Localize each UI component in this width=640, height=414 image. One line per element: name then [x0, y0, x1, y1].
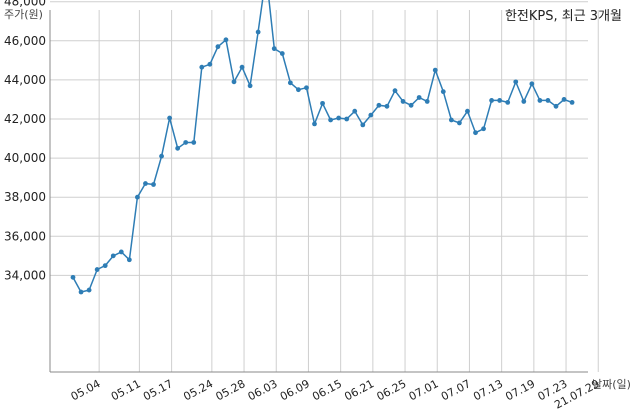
x-tick-label: 06.15: [310, 377, 344, 403]
data-point: [118, 249, 124, 255]
data-point: [384, 103, 390, 109]
chart-title: 한전KPS, 최근 3개월: [505, 9, 622, 24]
data-point: [432, 67, 438, 73]
data-point: [416, 95, 422, 100]
data-point: [448, 117, 454, 123]
data-point: [231, 79, 237, 85]
data-point: [126, 257, 132, 263]
data-point: [368, 112, 374, 118]
data-point: [223, 37, 229, 43]
x-tick-label: 05.24: [181, 377, 215, 403]
data-point: [376, 102, 382, 108]
y-tick-label: 42,000: [4, 112, 46, 126]
data-point: [569, 99, 575, 105]
data-point: [424, 99, 430, 104]
y-tick-label: 34,000: [4, 268, 46, 282]
data-point: [344, 116, 350, 122]
data-point: [143, 181, 148, 186]
y-tick-label: 38,000: [4, 190, 46, 204]
x-tick-label: 06.03: [246, 377, 280, 403]
data-point: [279, 51, 285, 56]
x-axis-label: 날짜(일): [592, 377, 631, 391]
x-tick-label: 06.25: [375, 377, 409, 403]
data-point: [159, 153, 164, 159]
data-point: [553, 103, 559, 109]
y-tick-label: 46,000: [4, 34, 46, 48]
data-point: [513, 79, 519, 85]
data-point: [207, 61, 213, 67]
data-point: [537, 98, 543, 103]
data-point: [521, 99, 527, 104]
y-axis-ticks: 34,000 36,000 38,000 40,000 42,000 44,000 46,0…: [4, 0, 46, 282]
series-area: [70, 0, 575, 295]
data-point: [497, 98, 503, 103]
data-point: [408, 102, 414, 108]
data-point: [352, 108, 358, 114]
y-tick-label: 40,000: [4, 151, 46, 165]
axes: [49, 10, 588, 373]
data-point: [465, 108, 470, 114]
data-point: [400, 99, 406, 104]
data-point: [102, 263, 108, 269]
data-point: [529, 81, 535, 87]
data-point: [545, 98, 551, 103]
data-point: [86, 287, 92, 293]
data-point: [304, 85, 309, 91]
data-point: [328, 117, 333, 123]
data-point: [296, 87, 301, 93]
x-tick-label: 05.11: [109, 377, 143, 403]
data-point: [199, 64, 205, 70]
x-tick-label: 07.07: [439, 377, 473, 403]
data-point: [191, 140, 197, 145]
data-point: [239, 64, 245, 70]
data-point: [135, 194, 140, 200]
data-point: [457, 120, 462, 126]
x-tick-label: 07.19: [503, 377, 537, 403]
data-point: [151, 182, 156, 187]
data-point: [167, 115, 173, 121]
x-tick-label: 06.21: [342, 377, 376, 403]
data-point: [505, 99, 511, 105]
data-point: [94, 267, 100, 272]
grid: [50, 1, 599, 372]
x-tick-label: 05.28: [214, 377, 248, 403]
data-point: [271, 46, 277, 52]
data-point: [489, 98, 494, 103]
data-point: [175, 145, 181, 151]
data-point: [312, 121, 317, 127]
data-point: [247, 83, 253, 89]
data-point: [392, 88, 398, 94]
data-point: [287, 80, 293, 86]
data-point: [320, 100, 325, 106]
data-point: [561, 97, 567, 102]
data-point: [360, 122, 366, 128]
data-point: [215, 44, 221, 50]
data-point: [70, 274, 76, 280]
data-point: [336, 115, 342, 121]
x-tick-label: 05.04: [69, 377, 103, 403]
y-axis-label: 주가(원): [4, 8, 43, 21]
data-point: [481, 126, 486, 132]
data-point: [440, 89, 446, 95]
data-point: [110, 253, 116, 259]
x-tick-label: 06.09: [278, 377, 312, 403]
data-point: [183, 140, 189, 145]
data-point: [78, 289, 84, 295]
y-tick-label: 48,000: [4, 0, 46, 9]
x-tick-label: 07.13: [471, 377, 505, 403]
x-tick-label: 07.01: [407, 377, 441, 403]
data-point: [473, 130, 478, 136]
x-tick-label: 05.17: [141, 377, 175, 403]
y-tick-label: 36,000: [4, 229, 46, 243]
series-line: [72, 0, 573, 293]
y-tick-label: 44,000: [4, 73, 46, 87]
data-point: [255, 29, 261, 35]
